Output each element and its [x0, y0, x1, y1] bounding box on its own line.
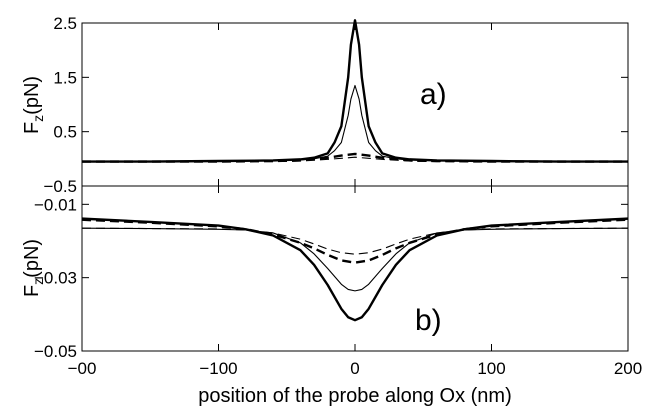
y-axis-label: Fz(pN) — [21, 239, 46, 297]
plot-frame — [81, 185, 629, 352]
series-line-thin-dashed — [81, 227, 629, 255]
y-tick-label: −0.05 — [34, 342, 77, 361]
x-tick-label: 0 — [350, 359, 359, 378]
series-line-thin-dashed — [82, 156, 628, 163]
y-tick-label: 1.5 — [53, 68, 77, 87]
series-line-thick-solid — [81, 217, 629, 322]
y-tick-label: 0.5 — [53, 123, 77, 142]
y-tick-label: −0.5 — [43, 177, 77, 196]
panel-label: a) — [420, 78, 447, 111]
x-axis-label: position of the probe along Ox (nm) — [198, 385, 512, 407]
panel-a: 2.5 1.5 0.5 −0.5 a) Fz(pN) — [21, 14, 629, 196]
panel-label: b) — [415, 304, 442, 337]
x-tick-label: 100 — [477, 359, 505, 378]
x-tick-label: 200 — [614, 359, 642, 378]
series-line-thin-solid — [81, 227, 629, 292]
y-tick-label: −0.01 — [34, 195, 77, 214]
x-tick-label: −100 — [199, 359, 237, 378]
series-line-thin-solid — [82, 84, 628, 163]
panel-b: −0.01 −0.03 −0.05−00 −100 0 100 200 b) Fz(pN) pos… — [21, 185, 642, 407]
y-tick-label: 2.5 — [53, 14, 77, 33]
y-tick-label: −0.03 — [34, 269, 77, 288]
y-axis-label: Fz(pN) — [21, 76, 46, 134]
series-line-thick-solid — [82, 19, 628, 163]
series-line-thick-dashed — [81, 218, 629, 264]
x-tick-label: −00 — [68, 359, 97, 378]
